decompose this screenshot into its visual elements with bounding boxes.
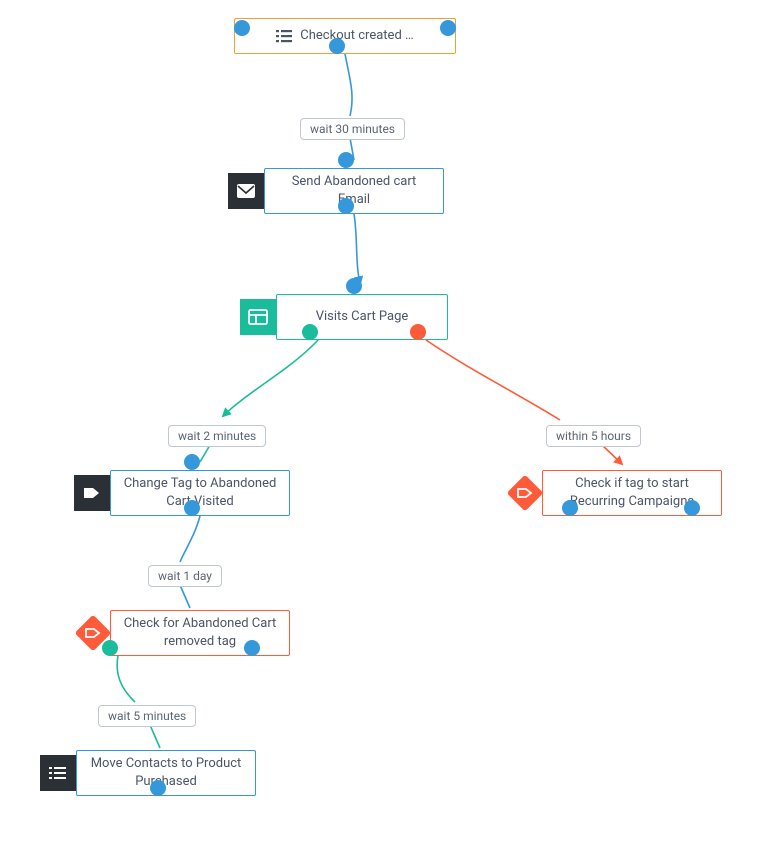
connector-port[interactable] (184, 454, 200, 470)
connector-port[interactable] (244, 640, 260, 656)
connector-port[interactable] (234, 20, 250, 36)
mail-icon-box (228, 173, 264, 209)
connector-port[interactable] (410, 324, 426, 340)
connector-port[interactable] (184, 500, 200, 516)
web-icon (248, 309, 268, 325)
tag-icon-box (74, 475, 110, 511)
delay-wait-1-day[interactable]: wait 1 day (148, 565, 222, 587)
condition-within-5-hours[interactable]: within 5 hours (546, 425, 641, 447)
pill-label: wait 5 minutes (108, 709, 186, 723)
node-send-abandoned-email[interactable]: Send Abandoned cart Email (264, 168, 444, 214)
connector-port[interactable] (302, 324, 318, 340)
delay-wait-2-minutes[interactable]: wait 2 minutes (168, 425, 266, 447)
tag-out-icon (84, 626, 102, 640)
tag-check-icon-box-2 (508, 476, 542, 510)
connector-port[interactable] (329, 38, 345, 54)
list-icon-box (40, 755, 76, 791)
node-label: Move Contacts to Product Purchased (87, 755, 245, 790)
pill-label: wait 1 day (158, 569, 212, 583)
node-check-removed-tag[interactable]: Check for Abandoned Cart removed tag (110, 610, 290, 656)
node-label: Visits Cart Page (316, 308, 409, 326)
node-change-tag-visited[interactable]: Change Tag to Abandoned Cart Visited (110, 470, 290, 516)
connector-port[interactable] (150, 780, 166, 796)
connector-port[interactable] (562, 500, 578, 516)
node-label: Checkout created … (300, 27, 413, 45)
connector-port[interactable] (338, 198, 354, 214)
delay-wait-30-minutes[interactable]: wait 30 minutes (300, 118, 405, 140)
mail-icon (236, 183, 256, 199)
tag-icon (82, 485, 102, 501)
connector-port[interactable] (684, 500, 700, 516)
connector-port[interactable] (440, 20, 456, 36)
pill-label: wait 2 minutes (178, 429, 256, 443)
connector-port[interactable] (338, 152, 354, 168)
pill-label: wait 30 minutes (310, 122, 395, 136)
node-move-contacts[interactable]: Move Contacts to Product Purchased (76, 750, 256, 796)
web-icon-box (240, 299, 276, 335)
delay-wait-5-minutes[interactable]: wait 5 minutes (98, 705, 196, 727)
connector-port[interactable] (346, 278, 362, 294)
flowchart-canvas: Checkout created … Send Abandoned cart E… (0, 0, 770, 842)
tag-out-icon (516, 486, 534, 500)
list-icon (276, 29, 292, 43)
node-label: Change Tag to Abandoned Cart Visited (121, 475, 279, 510)
node-checkout-created[interactable]: Checkout created … (234, 18, 456, 54)
connector-port[interactable] (102, 640, 118, 656)
node-label: Send Abandoned cart Email (275, 173, 433, 208)
pill-label: within 5 hours (556, 429, 631, 443)
list-icon (49, 766, 67, 780)
